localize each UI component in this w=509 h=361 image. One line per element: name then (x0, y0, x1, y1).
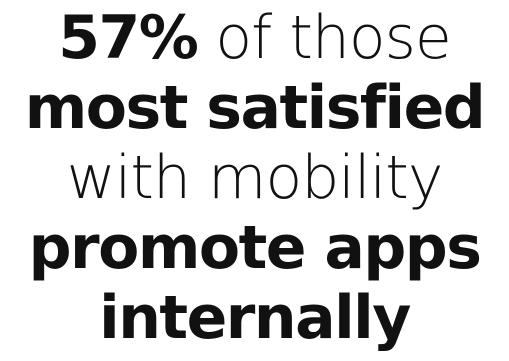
headline-line-5: internally (99, 283, 411, 353)
headline-line-3: with mobility (66, 143, 444, 213)
headline-line-2: most satisfied (24, 73, 486, 143)
headline-line-1: 57% of those (0, 2, 509, 74)
headline-stat: 57% (58, 3, 199, 73)
headline-line-4: promote apps (28, 213, 482, 283)
headline-line-1-text: of those (197, 3, 451, 73)
